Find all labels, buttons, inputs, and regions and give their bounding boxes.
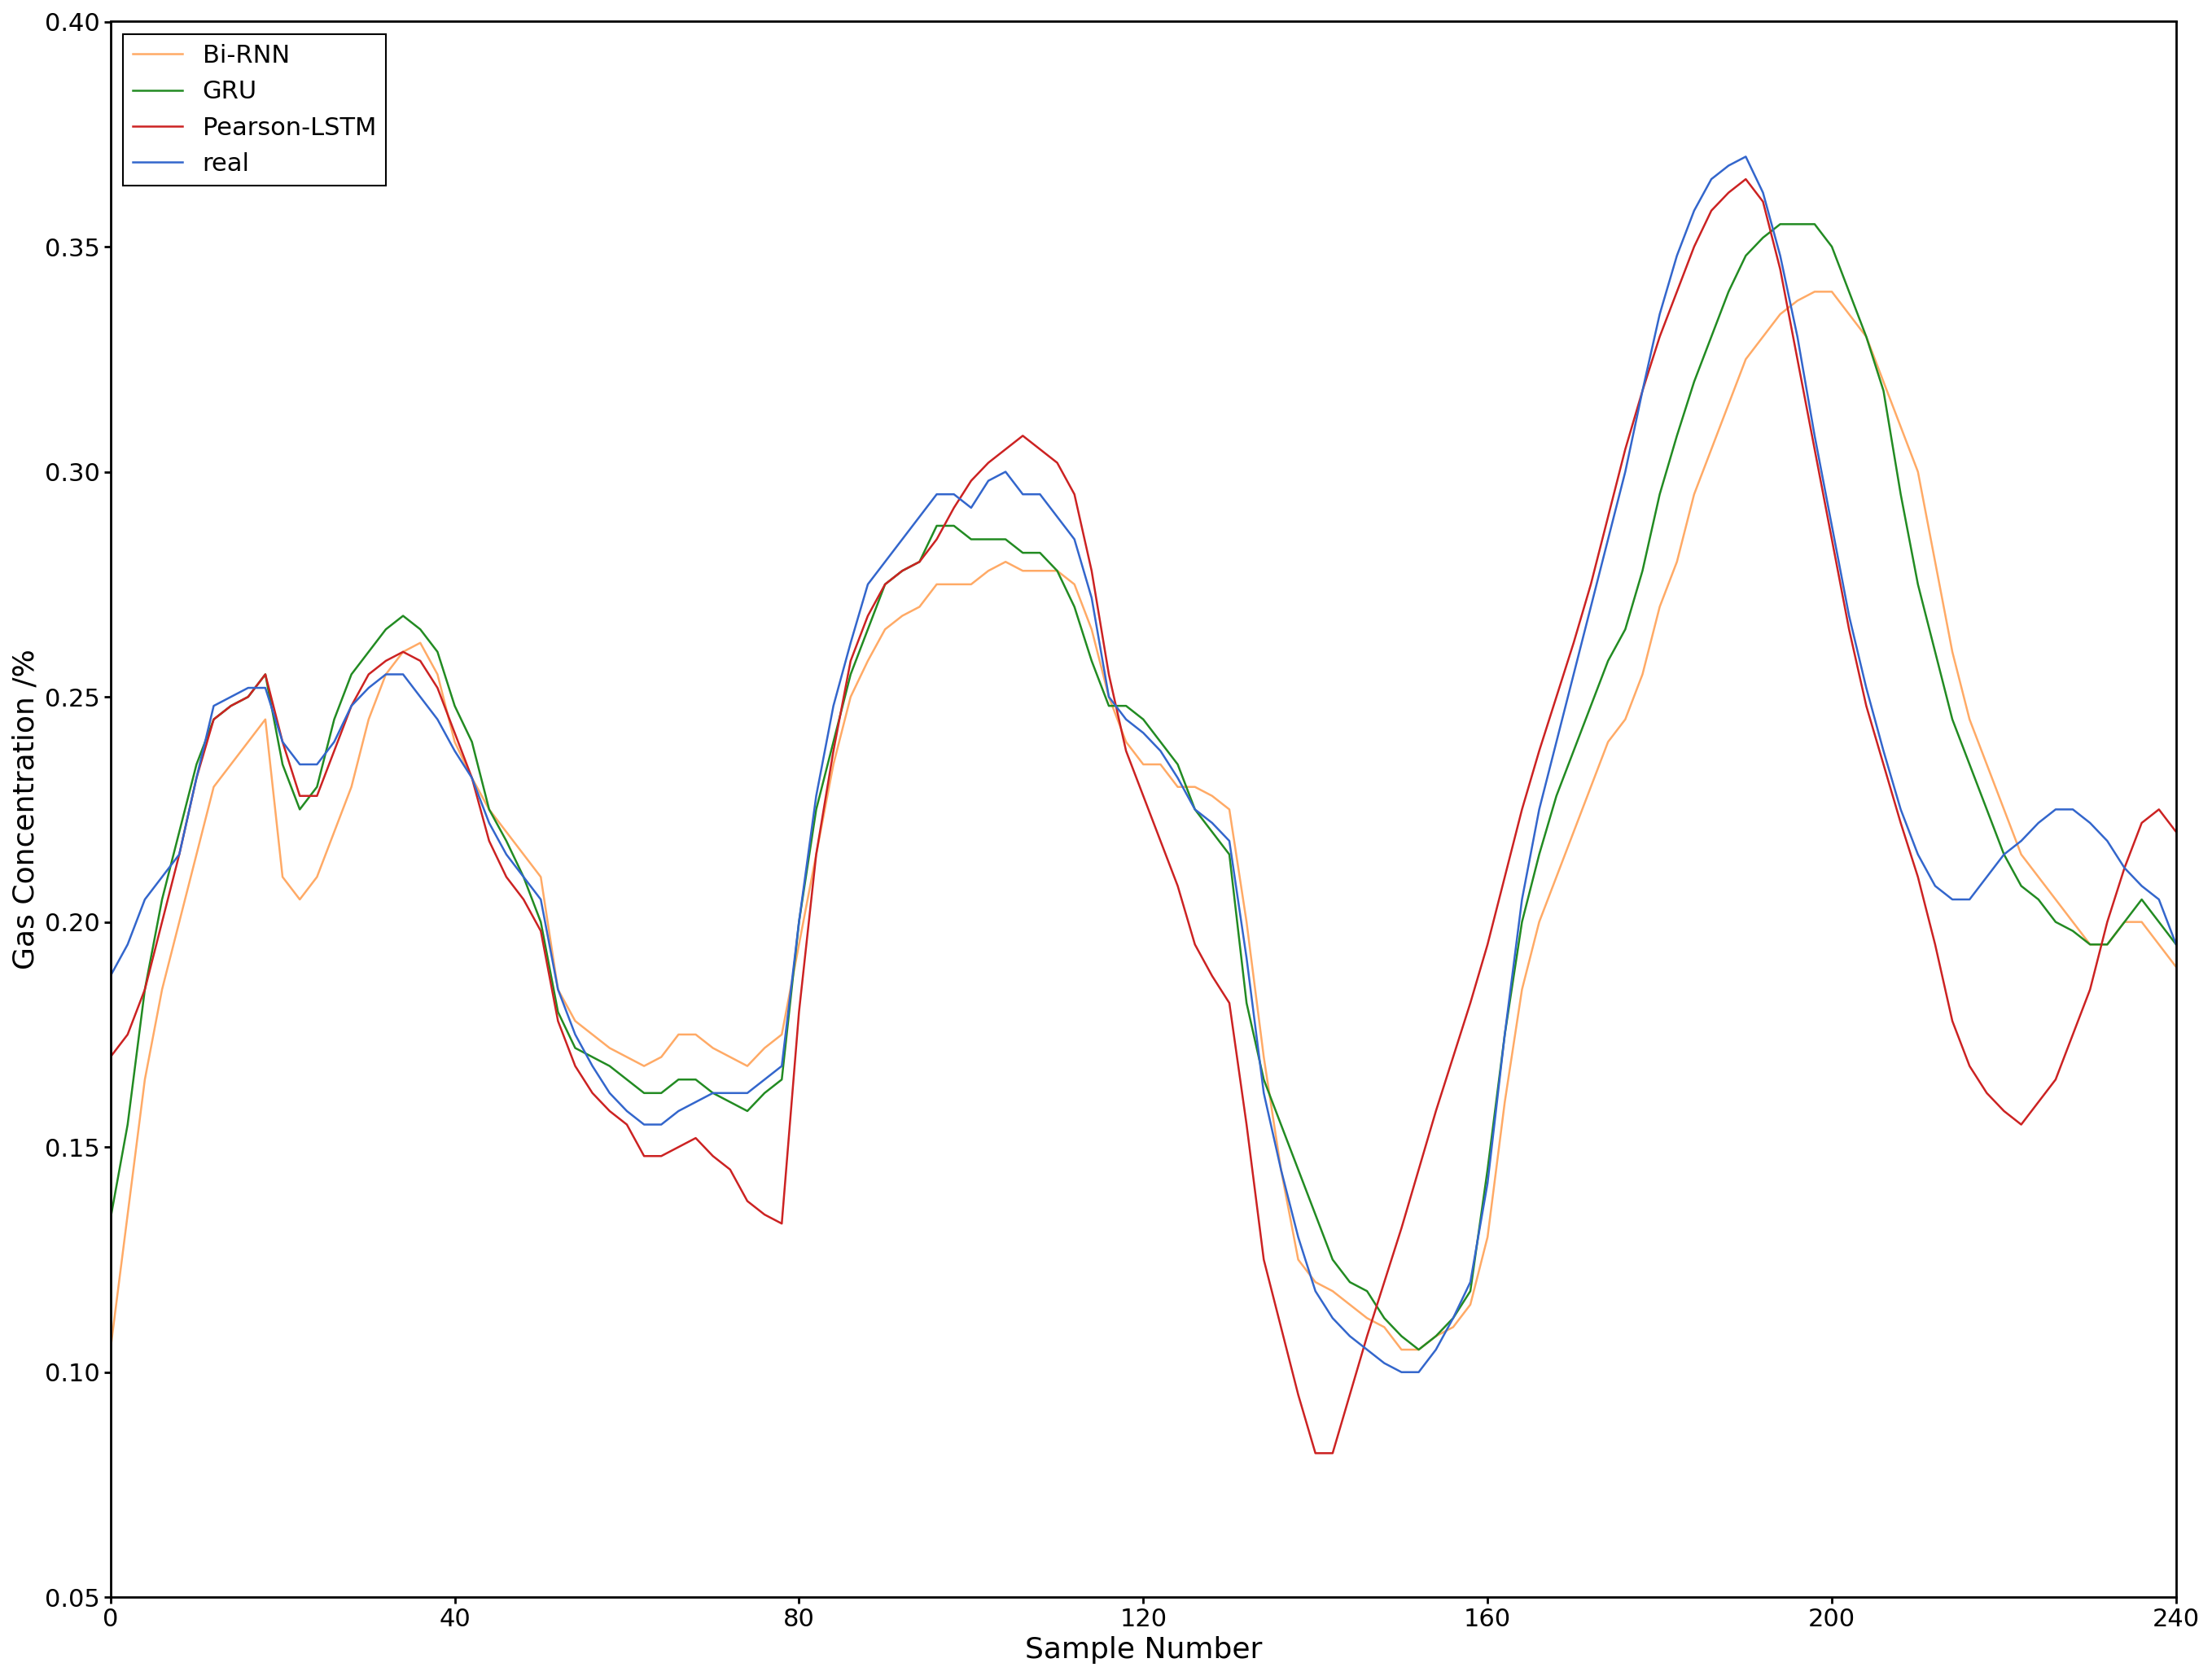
GRU xyxy=(303,778,330,798)
X-axis label: Sample Number: Sample Number xyxy=(1024,1636,1261,1664)
Pearson-LSTM xyxy=(97,1048,124,1068)
Pearson-LSTM xyxy=(2059,1024,2086,1044)
Bi-RNN xyxy=(2042,890,2068,910)
GRU xyxy=(1509,912,1535,932)
real xyxy=(1509,890,1535,910)
real xyxy=(975,471,1002,491)
GRU xyxy=(1389,1326,1416,1346)
GRU xyxy=(97,1208,124,1229)
Bi-RNN xyxy=(97,1339,124,1359)
Line: GRU: GRU xyxy=(111,225,2177,1349)
Pearson-LSTM xyxy=(1732,169,1759,189)
GRU xyxy=(1405,1339,1431,1359)
Bi-RNN xyxy=(1491,1093,1517,1113)
Pearson-LSTM xyxy=(2163,821,2190,841)
GRU xyxy=(2163,935,2190,955)
real xyxy=(1732,146,1759,166)
real xyxy=(97,965,124,985)
Bi-RNN xyxy=(580,1024,606,1044)
real xyxy=(1389,1363,1416,1383)
Pearson-LSTM xyxy=(303,786,330,806)
GRU xyxy=(1767,215,1794,235)
Pearson-LSTM xyxy=(1509,799,1535,820)
Y-axis label: Gas Concentration /%: Gas Concentration /% xyxy=(13,649,40,970)
Pearson-LSTM xyxy=(580,1083,606,1103)
Line: real: real xyxy=(111,156,2177,1373)
Bi-RNN xyxy=(975,561,1002,582)
Legend: Bi-RNN, GRU, Pearson-LSTM, real: Bi-RNN, GRU, Pearson-LSTM, real xyxy=(124,34,387,186)
Bi-RNN xyxy=(1801,282,1827,302)
real xyxy=(2059,799,2086,820)
Line: Pearson-LSTM: Pearson-LSTM xyxy=(111,179,2177,1453)
Line: Bi-RNN: Bi-RNN xyxy=(111,292,2177,1349)
Bi-RNN xyxy=(303,866,330,887)
Bi-RNN xyxy=(1389,1339,1416,1359)
real xyxy=(303,754,330,774)
GRU xyxy=(580,1048,606,1068)
Pearson-LSTM xyxy=(975,453,1002,473)
Pearson-LSTM xyxy=(1303,1443,1329,1463)
GRU xyxy=(975,530,1002,550)
real xyxy=(1405,1363,1431,1383)
Pearson-LSTM xyxy=(1405,1160,1431,1180)
Bi-RNN xyxy=(2163,957,2190,977)
real xyxy=(2163,935,2190,955)
GRU xyxy=(2059,920,2086,940)
real xyxy=(580,1056,606,1076)
